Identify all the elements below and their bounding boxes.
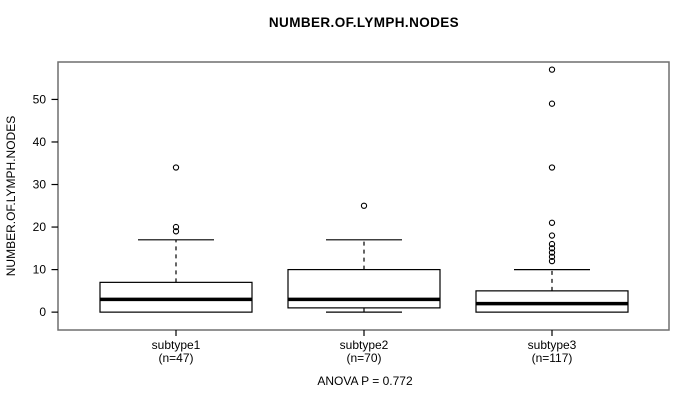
y-tick-label: 40 xyxy=(33,135,47,149)
outlier-point xyxy=(360,202,368,209)
outlier-point xyxy=(548,232,556,239)
x-tick-label: subtype3 xyxy=(528,338,577,352)
outlier-point xyxy=(548,240,556,248)
chart-title: NUMBER.OF.LYMPH.NODES xyxy=(269,15,459,30)
y-axis-label: NUMBER.OF.LYMPH.NODES xyxy=(4,116,18,276)
outlier-point xyxy=(548,253,556,260)
outlier-point xyxy=(548,164,556,171)
outlier-point xyxy=(548,100,556,107)
anova-footer: ANOVA P = 0.772 xyxy=(317,374,413,388)
y-tick-label: 0 xyxy=(39,305,46,319)
x-tick-label: subtype1 xyxy=(152,338,201,352)
x-tick-sublabel: (n=117) xyxy=(532,351,573,365)
box-iqr xyxy=(475,290,629,313)
box-iqr xyxy=(99,281,253,313)
outlier-point xyxy=(172,164,180,171)
outlier-point xyxy=(548,66,556,73)
y-tick-label: 30 xyxy=(33,178,47,192)
outlier-point xyxy=(548,245,556,252)
plot-content: 0 10 20 30 40 50 subtype1(n=47) subtype2(n=70) s… xyxy=(33,66,629,365)
y-tick-label: 50 xyxy=(33,92,47,106)
outlier-point xyxy=(172,223,180,231)
x-tick-sublabel: (n=47) xyxy=(158,351,193,365)
outlier-point xyxy=(172,228,180,235)
x-tick-sublabel: (n=70) xyxy=(346,351,381,365)
y-tick-label: 10 xyxy=(33,263,47,277)
box-iqr xyxy=(287,268,441,309)
y-tick-label: 20 xyxy=(33,220,47,234)
outlier-point xyxy=(548,249,556,256)
outlier-point xyxy=(548,257,556,265)
x-tick-label: subtype2 xyxy=(340,338,389,352)
outlier-point xyxy=(548,219,556,226)
